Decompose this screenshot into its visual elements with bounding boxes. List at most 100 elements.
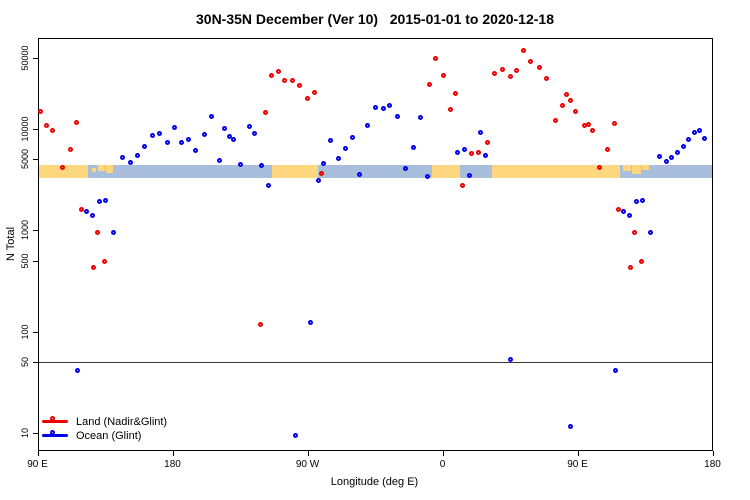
data-point-ocean xyxy=(192,148,198,154)
y-tick xyxy=(32,331,38,333)
data-point-ocean xyxy=(221,125,227,131)
data-point-land xyxy=(572,108,578,114)
data-point-ocean xyxy=(612,367,618,373)
data-point-land xyxy=(604,146,610,152)
x-tick-label: 90 E xyxy=(567,459,588,470)
data-point-land xyxy=(73,119,79,125)
data-point-ocean xyxy=(394,114,400,120)
data-point-land xyxy=(563,91,569,97)
data-point-land xyxy=(527,58,533,64)
map-strip-island xyxy=(91,168,96,172)
data-point-land xyxy=(468,150,474,156)
data-point-ocean xyxy=(633,198,639,204)
data-point-ocean xyxy=(424,174,430,180)
map-strip-island xyxy=(631,165,641,174)
data-point-ocean xyxy=(477,129,483,135)
data-point-ocean xyxy=(102,198,108,203)
data-point-land xyxy=(296,82,302,88)
map-strip-land-segment xyxy=(37,165,89,178)
data-point-land xyxy=(567,98,573,104)
y-tick xyxy=(32,159,38,161)
data-point-land xyxy=(318,170,324,176)
data-point-land xyxy=(611,121,617,127)
y-tick-label: 50 xyxy=(19,357,30,368)
data-point-land xyxy=(475,150,481,156)
data-point-land xyxy=(304,95,310,101)
data-point-ocean xyxy=(208,114,214,120)
data-point-ocean xyxy=(265,182,271,188)
data-point-ocean xyxy=(482,153,488,159)
data-point-land xyxy=(101,258,107,264)
data-point-land xyxy=(432,56,438,62)
data-point-ocean xyxy=(171,124,177,130)
data-point-land xyxy=(459,183,465,189)
data-point-ocean xyxy=(680,143,686,149)
data-point-land xyxy=(447,106,453,112)
x-tick xyxy=(172,451,174,456)
data-point-land xyxy=(452,91,458,97)
y-tick-label: 5000 xyxy=(19,149,30,170)
data-point-land xyxy=(499,66,505,72)
data-point-ocean xyxy=(417,115,423,121)
data-point-ocean xyxy=(349,135,355,141)
map-strip-land-segment xyxy=(432,165,461,178)
data-point-ocean xyxy=(149,132,155,138)
legend-label: Land (Nadir&Glint) xyxy=(76,415,168,428)
data-point-ocean xyxy=(656,153,662,159)
data-point-ocean xyxy=(110,229,116,235)
data-point-ocean xyxy=(342,145,348,151)
data-point-land xyxy=(581,122,587,128)
map-strip-ocean-segment xyxy=(88,165,272,178)
data-point-land xyxy=(275,68,281,74)
y-tick xyxy=(32,230,38,232)
data-point-ocean xyxy=(83,209,89,215)
data-point-ocean xyxy=(335,155,341,161)
data-point-ocean xyxy=(320,160,326,166)
data-point-ocean xyxy=(74,367,80,373)
data-point-ocean xyxy=(156,130,162,136)
data-point-ocean xyxy=(127,159,133,165)
x-tick-label: 180 xyxy=(164,459,181,470)
data-point-ocean xyxy=(292,432,298,438)
data-point-land xyxy=(559,103,565,108)
data-point-ocean xyxy=(461,146,467,152)
data-point-land xyxy=(491,70,497,76)
data-point-land xyxy=(615,206,621,212)
data-point-ocean xyxy=(178,140,184,146)
data-point-ocean xyxy=(663,158,669,164)
data-point-ocean xyxy=(372,104,378,110)
data-point-ocean xyxy=(246,123,252,129)
map-strip-land-segment xyxy=(492,165,620,178)
data-point-ocean xyxy=(380,105,386,111)
data-point-land xyxy=(507,73,513,79)
data-point-land xyxy=(440,72,446,78)
data-point-ocean xyxy=(567,423,573,429)
y-tick-label: 1000 xyxy=(19,220,30,241)
data-point-ocean xyxy=(141,143,147,149)
data-point-ocean xyxy=(620,209,626,215)
x-tick-label: 90 E xyxy=(27,459,48,470)
data-point-ocean xyxy=(315,177,321,183)
data-point-ocean xyxy=(386,103,392,108)
data-point-ocean xyxy=(96,198,102,204)
y-tick xyxy=(32,57,38,59)
y-tick xyxy=(32,433,38,434)
data-point-ocean xyxy=(216,157,222,163)
data-point-ocean xyxy=(201,131,207,137)
data-point-ocean xyxy=(356,171,362,177)
x-tick xyxy=(442,451,444,456)
data-point-ocean xyxy=(696,127,702,133)
data-point-ocean xyxy=(647,229,653,235)
data-point-ocean xyxy=(639,198,645,203)
data-point-land xyxy=(513,67,519,73)
data-point-ocean xyxy=(230,137,236,143)
data-point-land xyxy=(94,229,100,235)
data-point-ocean xyxy=(507,357,513,363)
legend-key-circle xyxy=(49,416,55,422)
data-point-ocean xyxy=(237,161,243,167)
x-tick-label: 180 xyxy=(704,459,721,470)
data-point-land xyxy=(543,75,549,81)
map-strip-island xyxy=(622,165,632,171)
x-tick xyxy=(577,451,579,456)
y-tick-label: 10000 xyxy=(19,116,30,142)
